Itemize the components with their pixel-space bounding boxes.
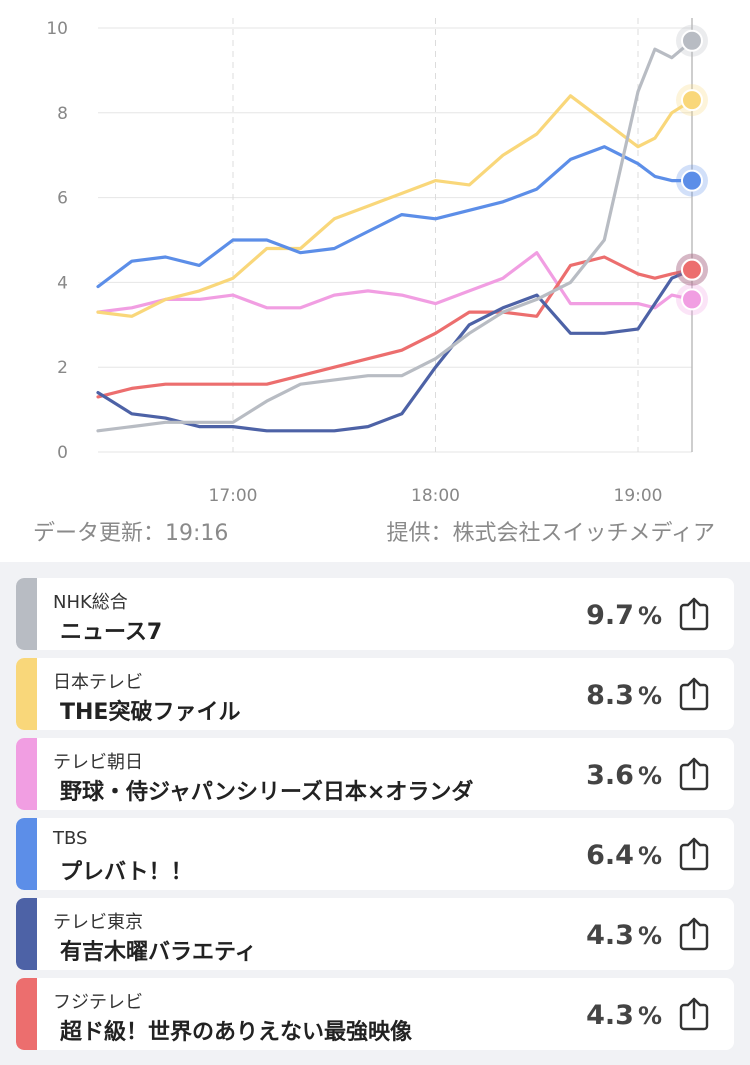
share-button[interactable] xyxy=(678,837,710,871)
rating-value: 4.3% xyxy=(586,1000,662,1031)
program-title: 有吉木曜バラエティ xyxy=(60,940,257,965)
rating-number: 4.3 xyxy=(586,1000,634,1031)
channel-color-bar xyxy=(16,738,37,810)
share-button[interactable] xyxy=(678,997,710,1031)
x-tick-label: 18:00 xyxy=(411,486,460,506)
program-title: THE突破ファイル xyxy=(60,700,241,725)
rating-unit: % xyxy=(637,602,662,630)
channel-color-bar xyxy=(16,818,37,890)
series-line xyxy=(96,251,694,314)
ratings-chart: 0 2 4 6 8 10 17:00 18:00 19:00 データ更新：19:16 提供：株式… xyxy=(33,18,715,546)
rating-unit: % xyxy=(637,762,662,790)
rating-number: 9.7 xyxy=(586,600,634,631)
data-update-time: データ更新：19:16 xyxy=(33,521,229,546)
channel-name: TBS xyxy=(53,828,88,849)
y-tick-label: 4 xyxy=(57,273,68,293)
rating-unit: % xyxy=(637,682,662,710)
channel-color-bar xyxy=(16,658,37,730)
y-tick-label: 2 xyxy=(57,358,68,378)
program-title: プレバト！！ xyxy=(60,860,193,885)
channel-color-bar xyxy=(16,578,37,650)
program-title: 野球・侍ジャパンシリーズ日本×オランダ xyxy=(60,780,474,805)
data-source: 提供：株式会社スイッチメディア xyxy=(386,521,715,546)
share-icon xyxy=(679,917,709,951)
channel-card[interactable]: 日本テレビ THE突破ファイル 8.3% xyxy=(16,658,734,730)
program-title: ニュース7 xyxy=(60,620,163,645)
rating-unit: % xyxy=(637,922,662,950)
share-icon xyxy=(679,757,709,791)
share-icon xyxy=(679,677,709,711)
channel-card[interactable]: テレビ朝日野球・侍ジャパンシリーズ日本×オランダ 3.6% xyxy=(16,738,734,810)
y-tick-label: 10 xyxy=(46,19,68,39)
rating-value: 3.6% xyxy=(586,760,662,791)
rating-number: 6.4 xyxy=(586,840,634,871)
series-endpoint xyxy=(681,288,703,311)
share-button[interactable] xyxy=(678,917,710,951)
rating-unit: % xyxy=(637,842,662,870)
channel-card[interactable]: TBS プレバト！！ 6.4% xyxy=(16,818,734,890)
rating-value: 4.3% xyxy=(586,920,662,951)
chart-svg: 0 2 4 6 8 10 17:00 18:00 19:00 xyxy=(46,18,708,506)
y-tick-label: 8 xyxy=(57,104,68,124)
channel-card[interactable]: テレビ東京有吉木曜バラエティ 4.3% xyxy=(16,898,734,970)
share-icon xyxy=(679,597,709,631)
share-icon xyxy=(679,837,709,871)
series-line xyxy=(96,145,694,289)
series-endpoint xyxy=(681,89,703,112)
rating-number: 8.3 xyxy=(586,680,634,711)
channel-card[interactable]: NHK総合ニュース7 9.7% xyxy=(16,578,734,650)
series-endpoint xyxy=(681,29,703,52)
rating-unit: % xyxy=(637,1002,662,1030)
channel-color-bar xyxy=(16,978,37,1050)
series-endpoint xyxy=(681,258,703,281)
share-button[interactable] xyxy=(678,597,710,631)
channel-name: 日本テレビ xyxy=(53,672,143,693)
channel-list: NHK総合 ニュース7 9.7% 日本テレビ THE突破ファイル 8.3% テレビ朝日 野球・… xyxy=(0,562,750,1065)
rating-value: 9.7% xyxy=(586,600,662,631)
series-line xyxy=(96,39,694,433)
channel-name: テレビ朝日 xyxy=(53,752,143,773)
y-tick-label: 6 xyxy=(57,189,68,209)
y-tick-label: 0 xyxy=(57,443,68,463)
channel-name: テレビ東京 xyxy=(53,912,143,933)
series-line xyxy=(96,255,694,399)
channel-color-bar xyxy=(16,898,37,970)
channel-card[interactable]: フジテレビ超ド級！世界のありえない最強映像 4.3% xyxy=(16,978,734,1050)
series-line xyxy=(96,94,694,318)
series-endpoint xyxy=(681,169,703,192)
share-icon xyxy=(679,997,709,1031)
rating-value: 6.4% xyxy=(586,840,662,871)
x-tick-label: 17:00 xyxy=(209,486,258,506)
share-button[interactable] xyxy=(678,757,710,791)
channel-name: NHK総合 xyxy=(53,592,128,613)
program-title: 超ド級！世界のありえない最強映像 xyxy=(60,1020,413,1045)
series-line xyxy=(96,268,694,433)
rating-value: 8.3% xyxy=(586,680,662,711)
rating-number: 3.6 xyxy=(586,760,634,791)
share-button[interactable] xyxy=(678,677,710,711)
rating-number: 4.3 xyxy=(586,920,634,951)
x-tick-label: 19:00 xyxy=(614,486,663,506)
channel-name: フジテレビ xyxy=(53,992,143,1013)
